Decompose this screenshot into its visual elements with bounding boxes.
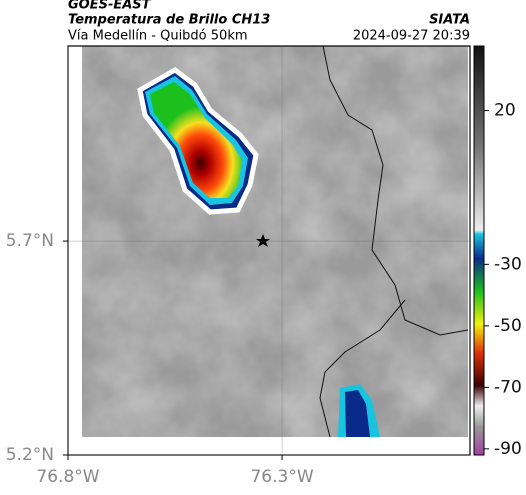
x-tick-label: 76.3°W [250,467,313,487]
colorbar-tick-label: 20 [494,101,516,121]
colorbar-tick-label: -90 [494,439,522,459]
title: GOES-EAST [68,0,152,13]
x-tick-label: 76.8°W [36,467,99,487]
colorbar-tick-label: -70 [494,377,522,397]
y-tick-label: 5.2°N [6,445,54,465]
datetime: 2024-09-27 20:39 [353,29,470,44]
imagery [82,45,469,438]
source: SIATA [429,13,470,28]
colorbar-tick-label: -30 [494,254,522,274]
colorbar [473,45,485,456]
subtitle: Temperatura de Brillo CH13 [68,13,270,28]
y-tick-label: 5.7°N [6,231,54,251]
location: Vía Medellín - Quibdó 50km [68,29,248,44]
colorbar-tick-label: -50 [494,316,522,336]
